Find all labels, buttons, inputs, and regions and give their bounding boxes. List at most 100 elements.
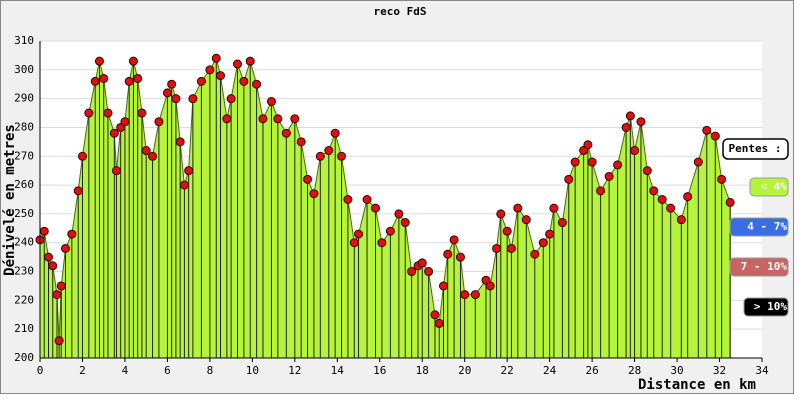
elevation-point [188,94,198,104]
x-tick-label: 14 [331,364,345,377]
y-tick-label: 210 [14,322,34,335]
elevation-point [290,114,300,124]
x-tick-label: 34 [755,364,769,377]
elevation-point [460,290,470,300]
elevation-point [630,146,640,156]
elevation-point [103,108,113,118]
elevation-point [434,318,444,328]
elevation-point [371,203,381,213]
elevation-point [430,310,440,320]
elevation-point [394,209,404,219]
y-tick-label: 280 [14,120,34,133]
elevation-point [281,128,291,138]
elevation-point [496,209,506,219]
legend-label: > 10% [754,300,787,313]
elevation-point [502,226,512,236]
elevation-point [54,336,64,346]
elevation-point [232,59,242,69]
elevation-point [583,140,593,150]
elevation-point [521,215,531,225]
elevation-point [84,108,94,118]
legend-title-box [722,138,789,160]
legend-swatch [729,217,789,237]
elevation-point [226,94,236,104]
elevation-point [636,117,646,127]
elevation-point [549,203,559,213]
elevation-point [48,261,58,271]
x-tick-label: 18 [416,364,429,377]
elevation-point [196,76,206,86]
x-tick-label: 32 [713,364,726,377]
elevation-point [94,56,104,66]
elevation-point [625,111,635,121]
elevation-point [179,180,189,190]
elevation-point [133,73,143,83]
elevation-point [67,229,77,239]
elevation-point [702,125,712,135]
elevation-point [309,189,319,199]
elevation-point [545,229,555,239]
elevation-point [258,114,268,124]
elevation-point [538,238,548,248]
legend-label: < 4% [761,180,788,193]
elevation-point [666,203,676,213]
legend-label: 7 - 10% [741,260,788,273]
x-tick-label: 24 [543,364,557,377]
elevation-point [564,174,574,184]
x-tick-label: 22 [501,364,514,377]
x-tick-label: 28 [628,364,641,377]
elevation-point [354,229,364,239]
elevation-point [642,166,652,176]
x-tick-label: 4 [122,364,129,377]
elevation-point [613,160,623,170]
elevation-point [211,53,221,63]
elevation-point [154,117,164,127]
elevation-point [417,258,427,268]
elevation-point [60,243,70,253]
elevation-point [596,186,606,196]
elevation-point [73,186,83,196]
elevation-point [377,238,387,248]
elevation-point [315,151,325,161]
elevation-point [676,215,686,225]
elevation-point [557,218,567,228]
y-tick-label: 220 [14,293,34,306]
elevation-point [513,203,523,213]
elevation-point [222,114,232,124]
elevation-point [725,197,735,207]
elevation-point [141,146,151,156]
elevation-point [683,192,693,202]
x-tick-label: 10 [246,364,259,377]
elevation-point [303,174,313,184]
x-tick-label: 6 [164,364,171,377]
elevation-point [343,195,353,204]
elevation-point [443,249,453,259]
elevation-point [530,249,540,259]
elevation-point [438,281,448,291]
y-tick-label: 200 [14,351,34,364]
legend-swatch [743,297,789,317]
y-tick-label: 250 [14,207,34,220]
elevation-point [99,73,109,83]
legend-swatch [749,177,789,197]
legend-title: Pentes : [729,142,782,155]
elevation-point [148,151,158,161]
elevation-point [349,238,359,248]
elevation-point [77,151,87,161]
x-tick-label: 12 [288,364,301,377]
elevation-point [109,128,119,138]
y-tick-label: 290 [14,92,34,105]
elevation-point [455,252,465,262]
elevation-point [205,65,215,75]
elevation-point [400,218,410,228]
elevation-point [266,97,276,107]
elevation-point [175,137,185,147]
elevation-point [167,79,177,89]
elevation-point [717,174,727,184]
y-tick-label: 300 [14,63,34,76]
elevation-point [120,117,130,127]
x-tick-label: 30 [670,364,683,377]
elevation-point [424,267,434,277]
elevation-point [90,76,100,86]
